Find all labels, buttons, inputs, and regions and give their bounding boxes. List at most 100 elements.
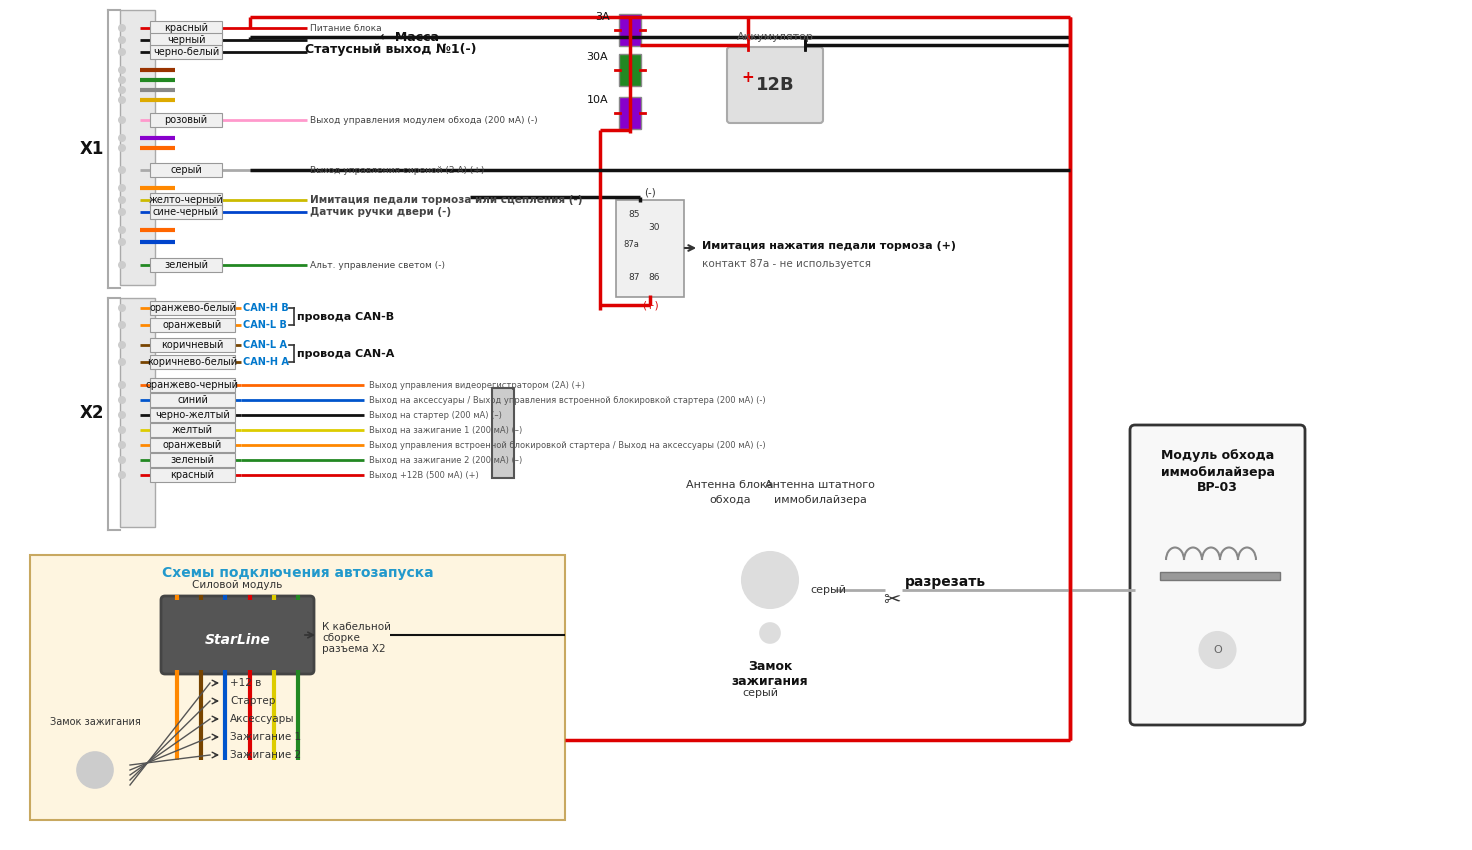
- Circle shape: [742, 552, 798, 608]
- Text: черный: черный: [166, 35, 205, 45]
- Text: сборке: сборке: [322, 633, 359, 643]
- Bar: [150, 453, 236, 467]
- Circle shape: [119, 48, 125, 55]
- Text: оранжевый: оранжевый: [163, 320, 222, 330]
- Text: Аккумулятор: Аккумулятор: [736, 32, 814, 42]
- Bar: [150, 205, 222, 219]
- Text: разрезать: разрезать: [905, 575, 986, 589]
- Circle shape: [119, 76, 125, 83]
- Text: Зажигание 1: Зажигание 1: [230, 732, 302, 742]
- Bar: [150, 318, 236, 332]
- Bar: [1160, 572, 1281, 580]
- Text: К кабельной: К кабельной: [322, 622, 392, 632]
- Circle shape: [1200, 632, 1235, 668]
- Text: Выход управления встроенной блокировкой стартера / Выход на аксессуары (200 мА) : Выход управления встроенной блокировкой …: [369, 440, 765, 450]
- Text: иммобилайзера: иммобилайзера: [1160, 466, 1275, 479]
- Text: коричневый: коричневый: [162, 340, 224, 350]
- Text: Выход на стартер (200 мА) (–): Выход на стартер (200 мА) (–): [369, 411, 502, 420]
- Text: Выход на зажигание 2 (200 мА) (–): Выход на зажигание 2 (200 мА) (–): [369, 456, 523, 464]
- Text: Выход на зажигание 1 (200 мА) (–): Выход на зажигание 1 (200 мА) (–): [369, 426, 523, 434]
- Text: X1: X1: [79, 140, 105, 158]
- Circle shape: [119, 304, 125, 311]
- Bar: [150, 113, 222, 127]
- Text: Замок зажигания: Замок зажигания: [50, 717, 140, 727]
- Text: провода CAN-A: провода CAN-A: [297, 348, 394, 359]
- Text: обхода: обхода: [710, 495, 751, 505]
- Bar: [29, 555, 565, 820]
- Text: красный: красный: [171, 470, 215, 480]
- Bar: [492, 388, 514, 478]
- Circle shape: [119, 167, 125, 173]
- Circle shape: [119, 196, 125, 203]
- Text: Стартер: Стартер: [230, 696, 275, 706]
- Bar: [150, 468, 236, 482]
- Text: Антенна штатного: Антенна штатного: [765, 480, 874, 490]
- Bar: [150, 408, 236, 422]
- Text: Выход +12В (500 мА) (+): Выход +12В (500 мА) (+): [369, 471, 478, 479]
- Text: ✂: ✂: [883, 590, 901, 610]
- Text: серый: серый: [810, 585, 846, 595]
- Bar: [150, 21, 222, 35]
- Bar: [150, 193, 222, 207]
- FancyBboxPatch shape: [121, 298, 155, 527]
- Text: +12 в: +12 в: [230, 678, 262, 688]
- Text: X2: X2: [79, 404, 105, 422]
- Text: иммобилайзера: иммобилайзера: [774, 495, 867, 505]
- Text: Имитация нажатия педали тормоза (+): Имитация нажатия педали тормоза (+): [702, 241, 955, 251]
- Text: черно-желтый: черно-желтый: [155, 410, 230, 420]
- Text: StarLine: StarLine: [205, 633, 271, 647]
- Circle shape: [119, 472, 125, 479]
- Bar: [150, 338, 236, 352]
- Circle shape: [119, 116, 125, 123]
- FancyBboxPatch shape: [1130, 425, 1306, 725]
- Text: Выход управления модулем обхода (200 мА) (-): Выход управления модулем обхода (200 мА)…: [311, 116, 537, 124]
- Circle shape: [119, 382, 125, 388]
- FancyBboxPatch shape: [121, 10, 155, 285]
- Text: 30А: 30А: [586, 52, 608, 62]
- Circle shape: [119, 239, 125, 246]
- Text: оранжево-черный: оранжево-черный: [146, 380, 238, 390]
- Text: 10А: 10А: [586, 95, 608, 105]
- Text: серый: серый: [742, 688, 779, 698]
- Text: O: O: [1213, 645, 1222, 655]
- Text: 12В: 12В: [755, 76, 795, 94]
- Text: Выход на аксессуары / Выход управления встроенной блокировкой стартера (200 мА) : Выход на аксессуары / Выход управления в…: [369, 395, 765, 405]
- Text: Схемы подключения автозапуска: Схемы подключения автозапуска: [162, 566, 433, 580]
- Text: Выход управления видеорегистратором (2А) (+): Выход управления видеорегистратором (2А)…: [369, 381, 584, 389]
- Bar: [150, 301, 236, 315]
- Text: Зажигание 2: Зажигание 2: [230, 750, 302, 760]
- Text: Выход управления сиреной (2 А) (+): Выход управления сиреной (2 А) (+): [311, 166, 484, 174]
- Text: зеленый: зеленый: [163, 260, 208, 270]
- Text: сине-черный: сине-черный: [153, 207, 219, 217]
- Text: 30: 30: [648, 223, 659, 231]
- Text: серый: серый: [171, 165, 202, 175]
- Text: синий: синий: [177, 395, 208, 405]
- FancyBboxPatch shape: [620, 54, 640, 86]
- FancyBboxPatch shape: [615, 200, 684, 297]
- Text: CAN-H A: CAN-H A: [243, 357, 289, 367]
- FancyBboxPatch shape: [160, 596, 314, 674]
- Circle shape: [119, 184, 125, 191]
- Circle shape: [119, 134, 125, 141]
- Text: желтый: желтый: [172, 425, 213, 435]
- Text: зажигания: зажигания: [732, 675, 808, 688]
- Text: Имитация педали тормоза или сцепления (-): Имитация педали тормоза или сцепления (-…: [311, 195, 583, 205]
- Circle shape: [119, 25, 125, 31]
- Text: 86: 86: [648, 273, 659, 281]
- Circle shape: [119, 427, 125, 434]
- Bar: [150, 378, 236, 392]
- Text: красный: красный: [163, 23, 208, 33]
- Text: провода CAN-B: провода CAN-B: [297, 311, 394, 321]
- Text: желто-черный: желто-черный: [149, 195, 224, 205]
- Circle shape: [119, 144, 125, 151]
- Circle shape: [119, 359, 125, 366]
- Text: Альт. управление светом (-): Альт. управление светом (-): [311, 260, 445, 269]
- Text: CAN-L A: CAN-L A: [243, 340, 287, 350]
- Circle shape: [119, 208, 125, 216]
- Bar: [150, 423, 236, 437]
- Text: BP-03: BP-03: [1197, 480, 1238, 494]
- Circle shape: [119, 87, 125, 94]
- Bar: [150, 393, 236, 407]
- Bar: [150, 355, 236, 369]
- Text: ← Масса: ← Масса: [380, 31, 439, 43]
